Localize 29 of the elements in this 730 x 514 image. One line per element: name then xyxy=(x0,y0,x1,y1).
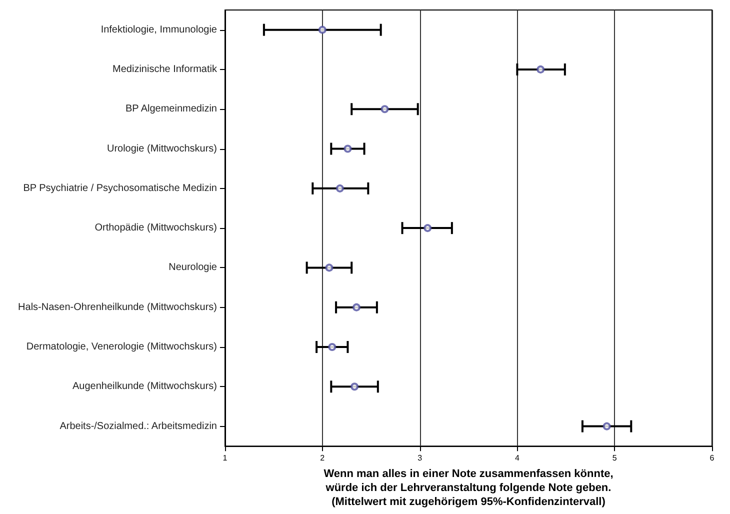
point xyxy=(536,65,545,74)
x-tick-label: 4 xyxy=(514,454,520,463)
point xyxy=(336,184,344,192)
y-tick-label: BP Psychiatrie / Psychosomatische Medizin xyxy=(23,182,217,194)
point xyxy=(380,105,389,114)
point xyxy=(328,342,336,351)
point xyxy=(318,26,326,34)
x-axis-title: Wenn man alles in einer Note zusammenfassen könnte, würde ich der Lehrveranstaltung folgende Note geben. (Mittelwert mit zugehörigem 95%-Konfidenzintervall) xyxy=(324,468,614,508)
x-tick-label: 6 xyxy=(710,454,715,463)
y-tick-label: Augenheilkunde (Mittwochskurs) xyxy=(72,381,217,392)
y-tick-label: Neurologie xyxy=(168,262,218,274)
y-tick-label: Infektiologie, Immunologie xyxy=(100,24,218,36)
y-tick-label: Dermatologie, Venerologie (Mittwochskurs) xyxy=(26,341,217,352)
point xyxy=(424,224,432,232)
y-tick-label: Urologie (Mittwochskurs) xyxy=(106,143,217,154)
y-tick-label: Orthopädie (Mittwochskurs) xyxy=(94,222,217,234)
point xyxy=(350,382,359,391)
y-tick-label: Arbeits-/Sozialmed.: Arbeitsmedizin xyxy=(60,420,217,432)
point xyxy=(352,303,360,312)
x-tick-label: 3 xyxy=(418,454,423,463)
x-tick-label: 1 xyxy=(222,454,228,463)
y-tick-label: Hals-Nasen-Ohrenheilkunde (Mittwochskurs) xyxy=(18,302,217,313)
x-tick-label: 5 xyxy=(612,454,618,463)
x-tick-label: 2 xyxy=(320,454,326,463)
y-tick-label: Medizinische Informatik xyxy=(112,64,218,75)
point xyxy=(344,144,352,153)
point xyxy=(325,264,334,272)
y-tick-label: BP Algemeinmedizin xyxy=(125,104,217,115)
point xyxy=(602,422,611,430)
